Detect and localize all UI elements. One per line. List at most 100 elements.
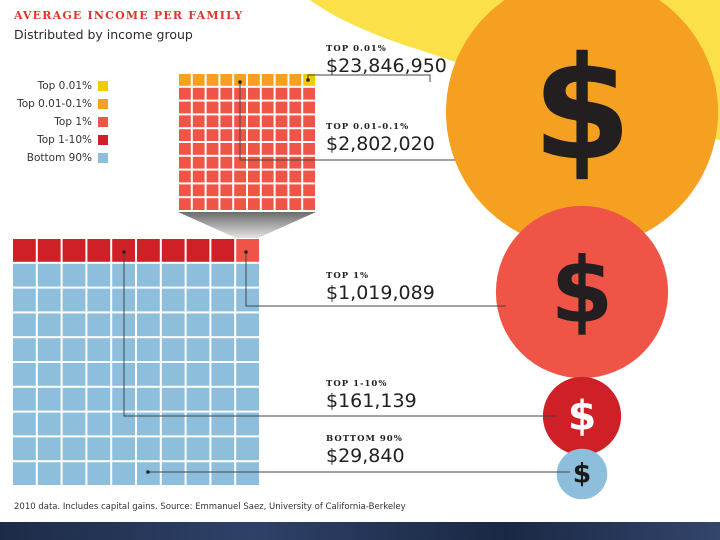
grid-cell: [192, 198, 205, 210]
grid-cell: [62, 239, 86, 262]
grid-cell: [206, 115, 219, 128]
leader-line: [239, 82, 455, 161]
grid-cell: [161, 462, 185, 485]
callout-label: TOP 0.01-0.1%: [326, 122, 410, 132]
grid-cell: [87, 412, 111, 436]
legend-swatch: [98, 135, 108, 145]
grid-cell: [220, 156, 233, 169]
grid-cell: [179, 170, 191, 183]
grid-cell: [261, 143, 274, 155]
grid-cell: [220, 87, 233, 100]
grid-cell: [87, 462, 111, 485]
grid-cell: [234, 74, 246, 86]
grid-cell: [186, 437, 210, 461]
grid-cell: [206, 170, 219, 183]
grid-cell: [161, 363, 185, 386]
grid-cell: [137, 387, 160, 411]
grid-cell: [13, 462, 36, 485]
zoom-funnel: [178, 212, 316, 238]
grid-cell: [289, 170, 302, 183]
bottom-band: [0, 522, 720, 540]
grid-cell: [236, 387, 259, 411]
grid-cell: [186, 338, 210, 361]
leader-line: [307, 74, 431, 82]
grid-cell: [37, 263, 61, 287]
legend-item: Top 0.01-0.1%: [17, 95, 108, 113]
grid-cell: [37, 338, 61, 361]
grid-cell: [220, 170, 233, 183]
grid-cell: [211, 462, 235, 485]
callout-bottom-90: BOTTOM 90% $29,840: [326, 434, 405, 467]
grid-cell: [275, 87, 288, 100]
grid-cell: [161, 313, 185, 337]
grid-cell: [37, 412, 61, 436]
grid-cell: [211, 412, 235, 436]
grid-cell: [211, 239, 235, 262]
grid-cell: [220, 115, 233, 128]
grid-cell: [186, 462, 210, 485]
legend-swatch: [98, 81, 108, 91]
grid-cell: [275, 198, 288, 210]
grid-cell: [303, 129, 315, 141]
grid-cell: [137, 363, 160, 386]
grid-cell: [13, 239, 36, 262]
legend-swatch: [98, 99, 108, 109]
callout-top-0-01: TOP 0.01% $23,846,950: [326, 44, 447, 77]
grid-cell: [192, 143, 205, 155]
grid-cell: [303, 101, 315, 114]
grid-cell: [37, 288, 61, 312]
callout-top-1-10: TOP 1-10% $161,139: [326, 379, 417, 412]
grid-cell: [161, 338, 185, 361]
grid-cell: [179, 143, 191, 155]
callout-label: TOP 0.01%: [326, 44, 387, 54]
grid-cell: [62, 363, 86, 386]
grid-cell: [248, 170, 260, 183]
grid-cell: [192, 156, 205, 169]
callout-label: TOP 1%: [326, 271, 370, 281]
leader-dot: [244, 250, 248, 254]
grid-cell: [87, 338, 111, 361]
grid-cell: [62, 288, 86, 312]
grid-cell: [248, 74, 260, 86]
leader-dot: [238, 80, 242, 84]
income-circles: $ $ $ $: [446, 0, 718, 500]
callout-value: $23,846,950: [326, 55, 447, 77]
grid-cell: [179, 115, 191, 128]
grid-cell: [289, 101, 302, 114]
zoom-funnel-shape: [178, 212, 316, 238]
grid-cell: [206, 101, 219, 114]
legend-label: Top 0.01-0.1%: [17, 98, 92, 110]
grid-cell: [192, 74, 205, 86]
grid-cell: [179, 87, 191, 100]
grid-cell: [112, 412, 135, 436]
legend-label: Top 1-10%: [37, 134, 92, 146]
grid-cell: [303, 115, 315, 128]
grid-cell: [211, 313, 235, 337]
dollar-circle: [556, 448, 608, 500]
grid-cell: [220, 184, 233, 197]
grid-cell: [261, 156, 274, 169]
legend-label: Top 0.01%: [37, 80, 92, 92]
legend-label: Top 1%: [54, 116, 92, 128]
grid-cell: [248, 87, 260, 100]
grid-cell: [13, 387, 36, 411]
grid-cell: [112, 437, 135, 461]
legend-item: Top 0.01%: [17, 77, 108, 95]
callout-value: $2,802,020: [326, 133, 435, 155]
grid-cell: [289, 198, 302, 210]
grid-cell: [186, 387, 210, 411]
callout-value: $1,019,089: [326, 282, 435, 304]
grid-cell: [13, 313, 36, 337]
grid-cell: [62, 462, 86, 485]
leader-dot: [146, 470, 150, 474]
grid-cell: [192, 115, 205, 128]
grid-cell: [87, 239, 111, 262]
grid-cell: [37, 462, 61, 485]
grid-cell: [37, 387, 61, 411]
legend-swatch: [98, 153, 108, 163]
grid-cell: [161, 288, 185, 312]
grid-cell: [289, 115, 302, 128]
grid-cell: [206, 156, 219, 169]
grid-cell: [137, 437, 160, 461]
grid-cell: [289, 156, 302, 169]
